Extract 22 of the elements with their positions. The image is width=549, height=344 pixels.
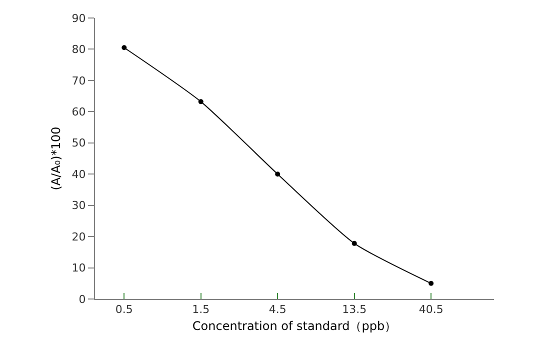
x-tick-label: 4.5 [268, 303, 286, 316]
point [198, 99, 204, 104]
x-tick-label: 13.5 [342, 303, 367, 316]
x-tick-label: 0.5 [115, 303, 133, 316]
x-axis-title: Concentration of standard（ppb） [192, 319, 397, 334]
y-tick-label: 70 [72, 74, 86, 88]
y-tick-label: 80 [72, 43, 86, 56]
y-axis-title: (A/A₀)*100 [49, 126, 64, 190]
point [122, 45, 127, 50]
y-tick-label: 20 [72, 230, 86, 244]
y-tick-label: 0 [78, 292, 86, 306]
y-tick-label: 10 [72, 262, 86, 275]
y-tick-label: 40 [72, 168, 86, 181]
point [275, 172, 280, 177]
y-tick-label: 30 [72, 199, 86, 212]
y-tick-label: 50 [72, 136, 86, 150]
y-tick-label: 90 [72, 12, 86, 25]
point [428, 280, 434, 286]
y-tick-label: 60 [72, 106, 86, 119]
point [352, 240, 357, 246]
x-tick-label: 40.5 [418, 303, 444, 316]
x-tick-label: 1.5 [192, 303, 210, 316]
